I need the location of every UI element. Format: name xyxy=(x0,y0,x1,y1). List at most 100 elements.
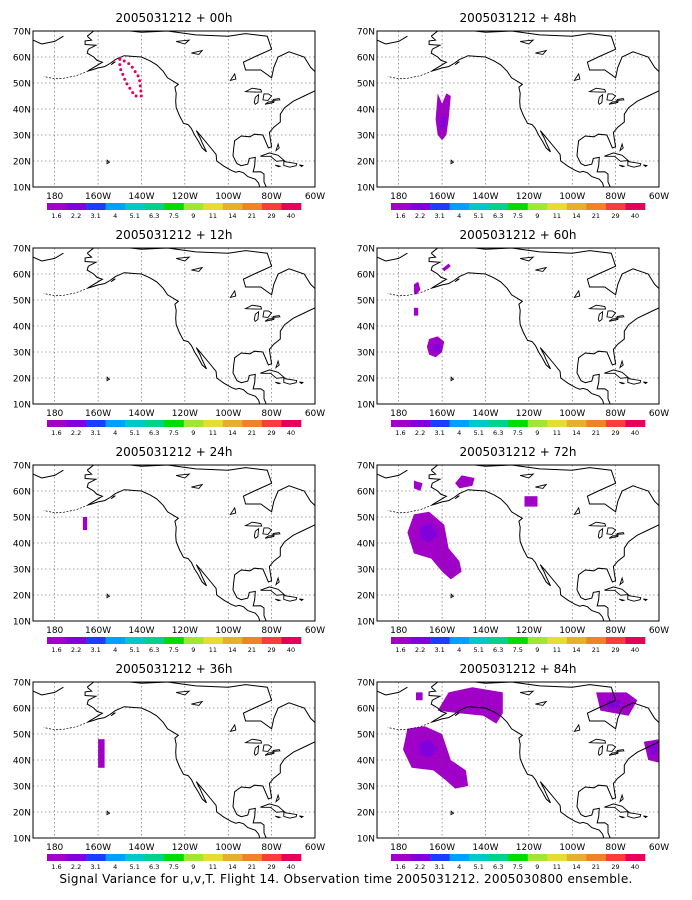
map-content xyxy=(33,248,315,404)
island-outline xyxy=(450,810,455,816)
island-outline xyxy=(110,495,116,500)
lat-tick-label: 10N xyxy=(13,184,31,194)
colorbar-swatch xyxy=(605,420,626,427)
island-outline xyxy=(283,377,298,385)
map-panel: 2005031212 + 00h 10N 20N 30N 40N 50N 60N 70N 180… xyxy=(13,11,325,220)
map-frame xyxy=(32,30,316,188)
colorbar-label: 1.6 xyxy=(51,863,61,870)
colorbar-label: 11 xyxy=(553,212,561,220)
colorbar-swatch xyxy=(625,637,646,644)
colorbar-label: 11 xyxy=(209,429,217,437)
island-outline xyxy=(110,712,116,717)
island-outline xyxy=(627,594,642,602)
lat-tick-label: 50N xyxy=(13,80,31,90)
colorbar-swatch xyxy=(527,854,548,861)
island-outline xyxy=(281,248,289,249)
lon-tick-label: 160W xyxy=(429,626,455,636)
lat-tick-label: 40N xyxy=(13,323,31,333)
lake-outline xyxy=(615,98,625,101)
lake-outline xyxy=(262,310,273,318)
aleutian-islands xyxy=(387,721,433,731)
island-outline xyxy=(619,793,624,803)
colorbar-label: 4 xyxy=(113,646,117,654)
colorbar-swatch xyxy=(625,854,646,861)
lake-outline xyxy=(608,534,619,539)
colorbar-label: 21 xyxy=(592,646,600,654)
aleutian-islands xyxy=(387,70,433,80)
variance-blob xyxy=(418,739,438,758)
lon-tick-label: 160W xyxy=(429,409,455,419)
island-outline xyxy=(275,793,280,803)
coastline xyxy=(428,248,659,404)
colorbar-swatch xyxy=(144,637,165,644)
lon-tick-label: 140W xyxy=(472,192,498,202)
lat-tick-label: 10N xyxy=(357,184,375,194)
colorbar-label: 40 xyxy=(631,429,639,437)
lon-tick-label: 160W xyxy=(85,192,111,202)
map-content xyxy=(377,682,659,838)
colorbar-swatch xyxy=(547,203,568,210)
lat-tick-label: 30N xyxy=(357,566,375,576)
colorbar-swatch xyxy=(222,203,243,210)
island-outline xyxy=(299,598,304,602)
lat-tick-label: 70N xyxy=(357,462,375,472)
island-outline xyxy=(643,381,648,385)
colorbar-swatch xyxy=(66,203,87,210)
colorbar-label: 6.3 xyxy=(493,429,503,437)
island-outline xyxy=(281,465,289,466)
lake-outline xyxy=(597,744,604,756)
lake-outline xyxy=(573,289,581,299)
colorbar-swatch xyxy=(508,203,529,210)
colorbar-swatch xyxy=(242,854,263,861)
colorbar-label: 7.5 xyxy=(169,646,179,654)
colorbar-swatch xyxy=(105,420,126,427)
lon-tick-label: 60W xyxy=(305,626,325,636)
colorbar-swatch xyxy=(183,203,204,210)
lon-tick-label: 160W xyxy=(429,192,455,202)
colorbar-label: 6.3 xyxy=(149,212,159,220)
colorbar-swatch xyxy=(488,203,509,210)
island-outline xyxy=(603,803,630,813)
siberia-coast xyxy=(377,469,408,479)
colorbar-swatch xyxy=(469,203,489,210)
coastline xyxy=(84,248,315,404)
colorbar-label: 29 xyxy=(267,429,275,437)
variance-blob xyxy=(413,281,421,295)
lon-tick-label: 80W xyxy=(605,409,625,419)
colorbar-label: 14 xyxy=(572,429,580,437)
colorbar-swatch xyxy=(261,854,282,861)
lake-outline xyxy=(229,289,237,299)
colorbar-swatch xyxy=(625,420,646,427)
island-outline xyxy=(643,164,648,168)
colorbar-label: 9 xyxy=(535,429,539,437)
lake-outline xyxy=(606,93,617,101)
lat-tick-label: 60N xyxy=(357,488,375,498)
siberia-coast xyxy=(377,686,408,696)
lat-tick-label: 50N xyxy=(357,80,375,90)
lat-tick-label: 30N xyxy=(357,349,375,359)
lon-tick-label: 100W xyxy=(559,843,585,853)
lake-outline xyxy=(606,527,617,535)
lake-outline xyxy=(271,532,281,535)
map-panel: 2005031212 + 24h 10N 20N 30N 40N 50N 60N 70N 180… xyxy=(13,445,325,654)
colorbar-swatch xyxy=(222,420,243,427)
colorbar-label: 40 xyxy=(287,646,295,654)
aleutian-islands xyxy=(43,721,89,731)
variance-blob xyxy=(455,475,475,489)
colorbar-label: 40 xyxy=(287,212,295,220)
colorbar-label: 2.2 xyxy=(415,646,425,654)
colorbar-label: 9 xyxy=(191,429,195,437)
lake-outline xyxy=(535,266,548,272)
colorbar-label: 7.5 xyxy=(513,646,523,654)
colorbar-swatch xyxy=(47,420,67,427)
lake-outline xyxy=(191,483,204,489)
siberia-coast xyxy=(377,35,408,45)
colorbar-swatch xyxy=(222,637,243,644)
aleutian-islands xyxy=(387,504,433,514)
map-frame xyxy=(32,681,316,839)
colorbar-swatch xyxy=(410,637,431,644)
lake-outline xyxy=(615,749,625,752)
colorbar-label: 6.3 xyxy=(493,646,503,654)
colorbar-label: 14 xyxy=(228,429,236,437)
lake-outline xyxy=(615,532,625,535)
